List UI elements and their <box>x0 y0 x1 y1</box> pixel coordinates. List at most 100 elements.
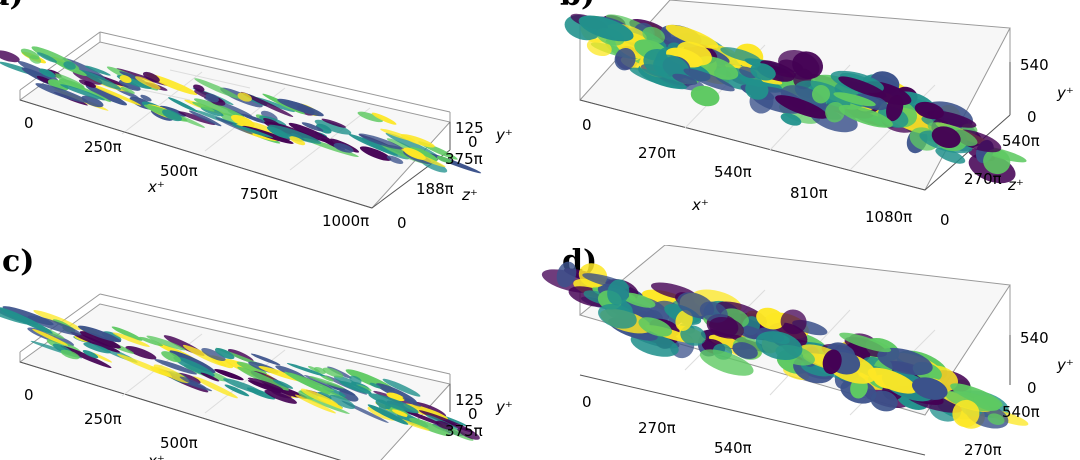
panel-c-x-label: x⁺ <box>147 452 165 460</box>
isosurface-blob <box>79 69 122 90</box>
isosurface-blob <box>870 390 898 412</box>
isosurface-blob <box>699 349 754 376</box>
isosurface-blob <box>349 375 362 384</box>
panel-a-x-ticks: 0 250π 500π 750π 1000π <box>24 114 369 230</box>
z-tick: 540π <box>1002 403 1040 421</box>
panel-label-b: b) <box>560 0 595 13</box>
isosurface-blob <box>811 85 831 104</box>
x-tick: 0 <box>24 114 34 132</box>
isosurface-blob <box>36 52 58 63</box>
isosurface-blob <box>178 111 216 125</box>
isosurface-blob <box>2 306 54 326</box>
panel-a-z-ticks: 375π 188π 0 <box>397 150 483 232</box>
panel-a-z-label: z⁺ <box>461 186 478 204</box>
x-tick: 250π <box>84 138 122 156</box>
isosurface-blob <box>35 83 88 103</box>
isosurface-blob <box>392 409 408 417</box>
isosurface-blob <box>179 376 207 389</box>
isosurface-blob <box>60 84 106 101</box>
isosurface-blob <box>833 92 876 107</box>
isosurface-blob <box>214 348 235 360</box>
x-tick: 270π <box>638 144 676 162</box>
panel-label-a: a) <box>0 0 24 13</box>
y-tick: 0 <box>468 133 478 151</box>
isosurface-blob <box>20 48 40 60</box>
x-tick: 540π <box>714 439 752 457</box>
isosurface-blob <box>621 292 656 308</box>
isosurface-blob <box>614 48 636 71</box>
isosurface-blob <box>84 65 111 76</box>
isosurface-blob <box>386 392 405 402</box>
isosurface-blob <box>300 388 339 407</box>
isosurface-blob <box>111 326 143 341</box>
panel-d-svg: 0 270π 540π 540 0 y⁺ 540π 270π <box>541 245 1074 459</box>
isosurface-blob <box>112 332 150 347</box>
isosurface-blob <box>81 95 104 108</box>
panel-d-z-ticks: 540π 270π <box>964 403 1040 459</box>
isosurface-blob <box>200 372 220 382</box>
isosurface-blob <box>380 128 416 142</box>
isosurface-blob <box>316 123 332 134</box>
isosurface-blob <box>775 95 828 119</box>
isosurface-blob <box>250 353 281 366</box>
isosurface-blob <box>435 420 453 430</box>
isosurface-blob <box>83 342 111 354</box>
isosurface-blob <box>82 349 99 359</box>
panel-c-y-ticks: 125 0 <box>455 391 484 423</box>
isosurface-blob <box>231 124 274 138</box>
panel-b-x-ticks: 0 270π 540π 810π 1080π <box>582 116 912 226</box>
isosurface-blob <box>193 84 205 92</box>
panel-b-y-label: y⁺ <box>1056 84 1074 102</box>
isosurface-blob <box>927 110 977 128</box>
z-tick: 188π <box>416 180 454 198</box>
isosurface-blob <box>120 86 135 94</box>
isosurface-blob <box>119 75 132 84</box>
isosurface-blob <box>118 79 141 91</box>
panel-b-z-label: z⁺ <box>1007 176 1024 194</box>
panel-b-y-ticks: 540 0 <box>1020 56 1049 126</box>
isosurface-blob <box>369 382 381 389</box>
isosurface-blob <box>193 376 238 399</box>
isosurface-blob <box>457 427 480 440</box>
isosurface-blob <box>839 332 892 353</box>
isosurface-blob <box>237 92 252 102</box>
isosurface-blob <box>294 394 336 414</box>
isosurface-blob <box>935 147 966 164</box>
isosurface-blob <box>756 307 785 330</box>
isosurface-blob <box>63 61 76 70</box>
isosurface-blob <box>60 349 80 360</box>
isosurface-blob <box>973 395 1001 411</box>
z-tick: 0 <box>940 211 950 229</box>
z-tick: 270π <box>964 441 1002 459</box>
isosurface-blob <box>556 261 577 288</box>
isosurface-blob <box>240 91 294 117</box>
isosurface-blob <box>358 133 403 150</box>
isosurface-blob <box>675 310 693 331</box>
isosurface-blob <box>192 101 215 112</box>
y-tick: 540 <box>1020 329 1049 347</box>
isosurface-blob <box>289 136 306 146</box>
isosurface-blob <box>201 348 226 361</box>
isosurface-blob <box>308 375 345 389</box>
y-tick: 125 <box>455 119 484 137</box>
panel-c-y-label: y⁺ <box>495 398 513 416</box>
panel-d-x-ticks: 0 270π 540π <box>582 393 752 457</box>
isosurface-blob <box>286 363 326 377</box>
panel-a-3d-plot: 0 250π 500π 750π 1000π x⁺ 125 0 y⁺ 375π … <box>0 0 540 240</box>
panel-a-y-label: y⁺ <box>495 126 513 144</box>
isosurface-blob <box>359 146 392 161</box>
isosurface-blob <box>288 122 334 144</box>
isosurface-blob <box>403 409 444 426</box>
isosurface-blob <box>188 110 222 127</box>
isosurface-blob <box>0 50 20 63</box>
isosurface-blob <box>230 114 255 128</box>
isosurface-blob <box>690 85 720 107</box>
isosurface-blob <box>182 344 227 367</box>
z-tick: 375π <box>445 422 483 440</box>
isosurface-blob <box>403 147 426 160</box>
isosurface-blob <box>272 379 294 389</box>
isosurface-blob <box>665 24 719 49</box>
isosurface-blob <box>329 394 356 409</box>
isosurface-blob <box>313 366 326 375</box>
isosurface-blob <box>708 316 745 339</box>
